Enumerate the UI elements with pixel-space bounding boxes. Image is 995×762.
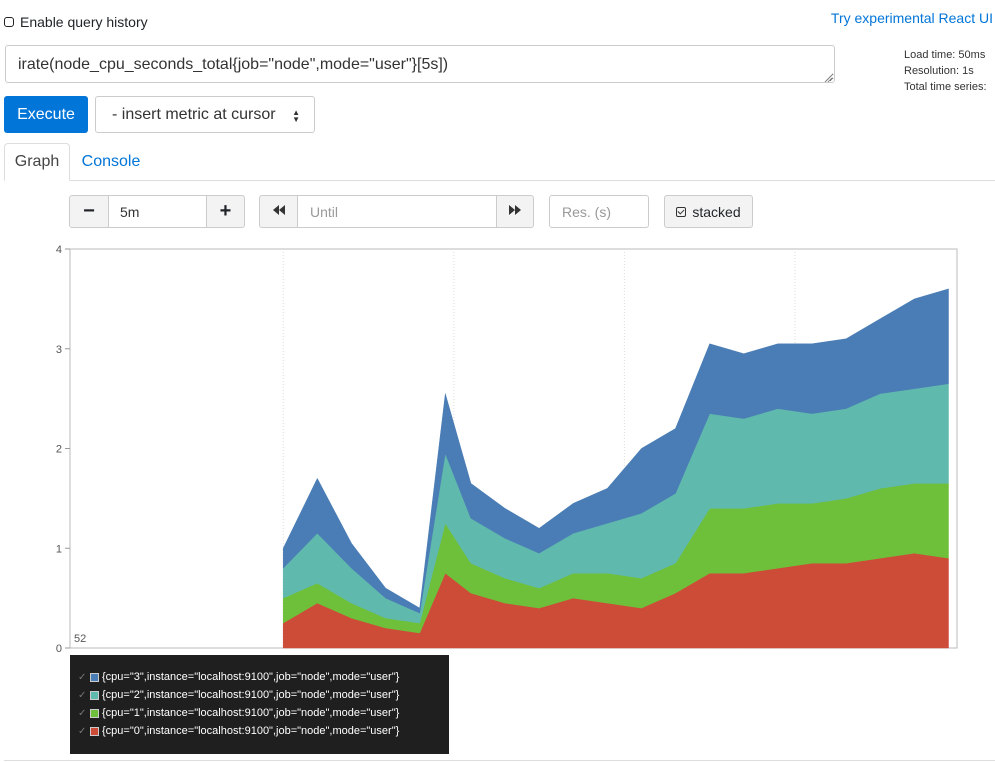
execute-button[interactable]: Execute: [4, 96, 88, 133]
legend-label: {cpu="1",instance="localhost:9100",job="…: [102, 707, 400, 719]
legend-swatch: [90, 690, 99, 700]
load-time: Load time: 50ms: [904, 49, 986, 61]
check-icon: ✓: [78, 671, 87, 683]
stacked-toggle-button[interactable]: stacked: [664, 195, 753, 228]
series-area-cpu-3: [282, 288, 949, 614]
legend-swatch: [90, 672, 99, 682]
divider: [4, 760, 995, 761]
y-tick-label: 1: [56, 543, 62, 555]
fast-forward-icon: [509, 205, 521, 218]
metric-select[interactable]: - insert metric at cursor ▲ ▼: [95, 96, 315, 133]
time-forward-button[interactable]: [496, 195, 534, 228]
select-arrows-icon: ▲ ▼: [292, 108, 300, 124]
legend-label: {cpu="2",instance="localhost:9100",job="…: [102, 689, 400, 701]
legend-label: {cpu="0",instance="localhost:9100",job="…: [102, 725, 400, 737]
metric-select-value: - insert metric at cursor: [112, 105, 276, 123]
tab-console[interactable]: Console: [81, 152, 141, 170]
query-stats: Load time: 50ms Resolution: 1s Total tim…: [904, 47, 987, 95]
check-icon: ✓: [78, 689, 87, 701]
until-input[interactable]: Until: [297, 195, 497, 228]
legend-item[interactable]: ✓ {cpu="3",instance="localhost:9100",job=…: [78, 668, 449, 686]
legend-swatch: [90, 708, 99, 718]
time-back-button[interactable]: [259, 195, 298, 228]
resize-grip-icon[interactable]: [823, 70, 833, 83]
rewind-icon: [272, 205, 285, 218]
query-history-checkbox[interactable]: [4, 17, 14, 27]
check-icon: ✓: [78, 725, 87, 737]
stacked-label: stacked: [692, 203, 741, 220]
query-history-label: Enable query history: [20, 14, 148, 30]
legend-label: {cpu="3",instance="localhost:9100",job="…: [102, 671, 400, 683]
query-history-toggle[interactable]: Enable query history: [4, 14, 148, 30]
y-tick-label: 4: [56, 244, 62, 256]
x-tick-label: 52: [74, 633, 86, 645]
y-tick-label: 0: [56, 643, 62, 655]
query-input[interactable]: irate(node_cpu_seconds_total{job="node",…: [5, 45, 835, 83]
legend-item[interactable]: ✓ {cpu="2",instance="localhost:9100",job=…: [78, 686, 449, 704]
y-tick-label: 2: [56, 444, 62, 456]
legend-swatch: [90, 726, 99, 736]
resolution: Resolution: 1s: [904, 65, 974, 77]
checked-box-icon: [676, 206, 687, 217]
total-series: Total time series:: [904, 81, 987, 93]
check-icon: ✓: [78, 707, 87, 719]
tab-bar: Graph Console: [4, 143, 995, 181]
range-decrease-button[interactable]: −: [69, 195, 109, 228]
resolution-input[interactable]: Res. (s): [549, 195, 649, 228]
legend-item[interactable]: ✓ {cpu="0",instance="localhost:9100",job=…: [78, 722, 449, 740]
range-increase-button[interactable]: +: [206, 195, 245, 228]
range-input[interactable]: 5m: [108, 195, 207, 228]
legend-item[interactable]: ✓ {cpu="1",instance="localhost:9100",job=…: [78, 704, 449, 722]
graph-legend: ✓ {cpu="3",instance="localhost:9100",job=…: [70, 655, 449, 754]
react-ui-link[interactable]: Try experimental React UI: [830, 10, 993, 26]
tab-graph[interactable]: Graph: [4, 143, 70, 181]
y-tick-label: 3: [56, 344, 62, 356]
